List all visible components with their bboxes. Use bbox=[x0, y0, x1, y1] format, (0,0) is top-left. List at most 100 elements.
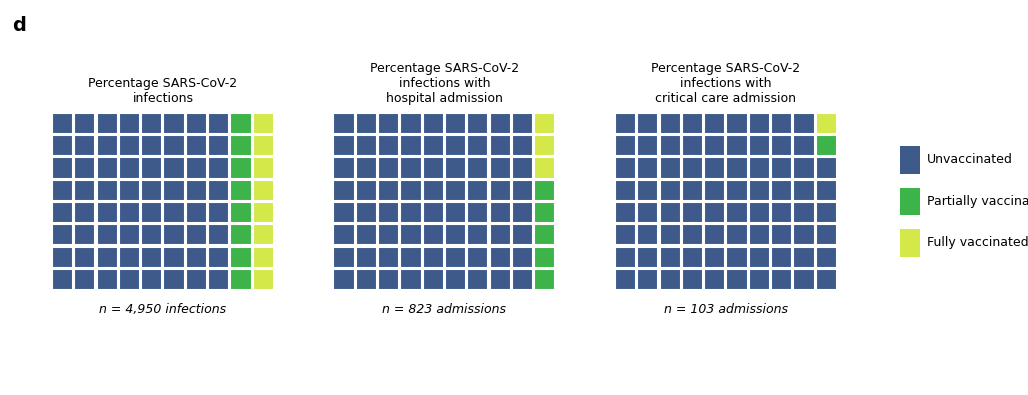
Bar bbox=[356, 135, 377, 156]
Bar bbox=[163, 269, 185, 290]
Bar bbox=[356, 180, 377, 201]
Bar bbox=[489, 158, 511, 179]
Bar bbox=[704, 180, 726, 201]
Bar bbox=[704, 202, 726, 223]
Bar bbox=[52, 246, 73, 268]
Bar bbox=[74, 113, 96, 134]
Bar bbox=[512, 269, 534, 290]
Bar bbox=[423, 158, 444, 179]
Bar bbox=[230, 224, 252, 245]
Bar bbox=[815, 158, 837, 179]
Bar bbox=[445, 180, 466, 201]
Bar bbox=[682, 158, 703, 179]
Bar bbox=[615, 224, 636, 245]
Bar bbox=[208, 135, 229, 156]
Bar bbox=[141, 202, 162, 223]
Bar bbox=[186, 180, 207, 201]
Bar bbox=[97, 113, 118, 134]
Bar bbox=[794, 269, 814, 290]
Bar bbox=[186, 158, 207, 179]
Bar bbox=[468, 158, 488, 179]
Bar bbox=[163, 246, 185, 268]
Bar bbox=[119, 202, 140, 223]
Bar bbox=[660, 180, 681, 201]
Bar bbox=[815, 202, 837, 223]
Bar bbox=[378, 202, 399, 223]
Bar bbox=[445, 246, 466, 268]
Bar bbox=[468, 180, 488, 201]
Bar bbox=[794, 202, 814, 223]
Bar bbox=[141, 180, 162, 201]
Bar bbox=[186, 269, 207, 290]
Bar bbox=[208, 158, 229, 179]
Bar bbox=[97, 202, 118, 223]
Bar bbox=[400, 246, 421, 268]
Bar bbox=[682, 180, 703, 201]
Bar bbox=[704, 158, 726, 179]
Bar bbox=[535, 113, 555, 134]
Bar bbox=[682, 113, 703, 134]
Bar bbox=[535, 202, 555, 223]
Bar bbox=[748, 224, 770, 245]
Bar bbox=[52, 113, 73, 134]
Bar bbox=[660, 246, 681, 268]
Bar bbox=[74, 269, 96, 290]
Bar bbox=[74, 158, 96, 179]
Bar bbox=[97, 246, 118, 268]
Bar bbox=[356, 224, 377, 245]
Bar bbox=[771, 224, 793, 245]
Bar bbox=[333, 269, 355, 290]
Bar bbox=[253, 135, 273, 156]
Bar bbox=[615, 269, 636, 290]
Bar bbox=[771, 135, 793, 156]
Bar bbox=[637, 202, 659, 223]
Bar bbox=[445, 269, 466, 290]
Bar bbox=[356, 202, 377, 223]
Bar bbox=[748, 246, 770, 268]
Bar bbox=[74, 224, 96, 245]
Bar bbox=[815, 180, 837, 201]
Bar bbox=[230, 158, 252, 179]
Bar bbox=[400, 135, 421, 156]
Bar bbox=[208, 202, 229, 223]
Bar bbox=[660, 202, 681, 223]
Bar bbox=[704, 269, 726, 290]
Bar bbox=[52, 158, 73, 179]
Bar bbox=[97, 269, 118, 290]
Bar bbox=[445, 224, 466, 245]
Bar bbox=[253, 246, 273, 268]
Bar bbox=[771, 269, 793, 290]
Bar bbox=[423, 246, 444, 268]
Bar bbox=[74, 202, 96, 223]
Bar bbox=[704, 246, 726, 268]
Bar bbox=[748, 202, 770, 223]
Bar bbox=[748, 135, 770, 156]
Bar bbox=[141, 113, 162, 134]
Bar bbox=[333, 135, 355, 156]
Bar bbox=[682, 135, 703, 156]
Bar bbox=[423, 135, 444, 156]
Text: Unvaccinated: Unvaccinated bbox=[927, 154, 1013, 166]
Bar bbox=[794, 135, 814, 156]
Bar bbox=[535, 180, 555, 201]
Bar bbox=[815, 113, 837, 134]
Bar bbox=[52, 135, 73, 156]
Bar bbox=[333, 246, 355, 268]
Bar bbox=[52, 269, 73, 290]
Bar bbox=[423, 202, 444, 223]
Bar bbox=[794, 224, 814, 245]
Bar bbox=[771, 158, 793, 179]
Bar bbox=[141, 158, 162, 179]
Bar bbox=[378, 269, 399, 290]
Title: Percentage SARS-CoV-2
infections with
hospital admission: Percentage SARS-CoV-2 infections with ho… bbox=[370, 62, 519, 105]
Bar bbox=[468, 202, 488, 223]
Bar bbox=[163, 224, 185, 245]
Bar bbox=[468, 269, 488, 290]
Bar bbox=[163, 113, 185, 134]
Bar bbox=[535, 158, 555, 179]
Bar bbox=[186, 246, 207, 268]
Bar bbox=[512, 202, 534, 223]
Bar bbox=[423, 113, 444, 134]
Bar bbox=[682, 246, 703, 268]
Bar bbox=[794, 158, 814, 179]
